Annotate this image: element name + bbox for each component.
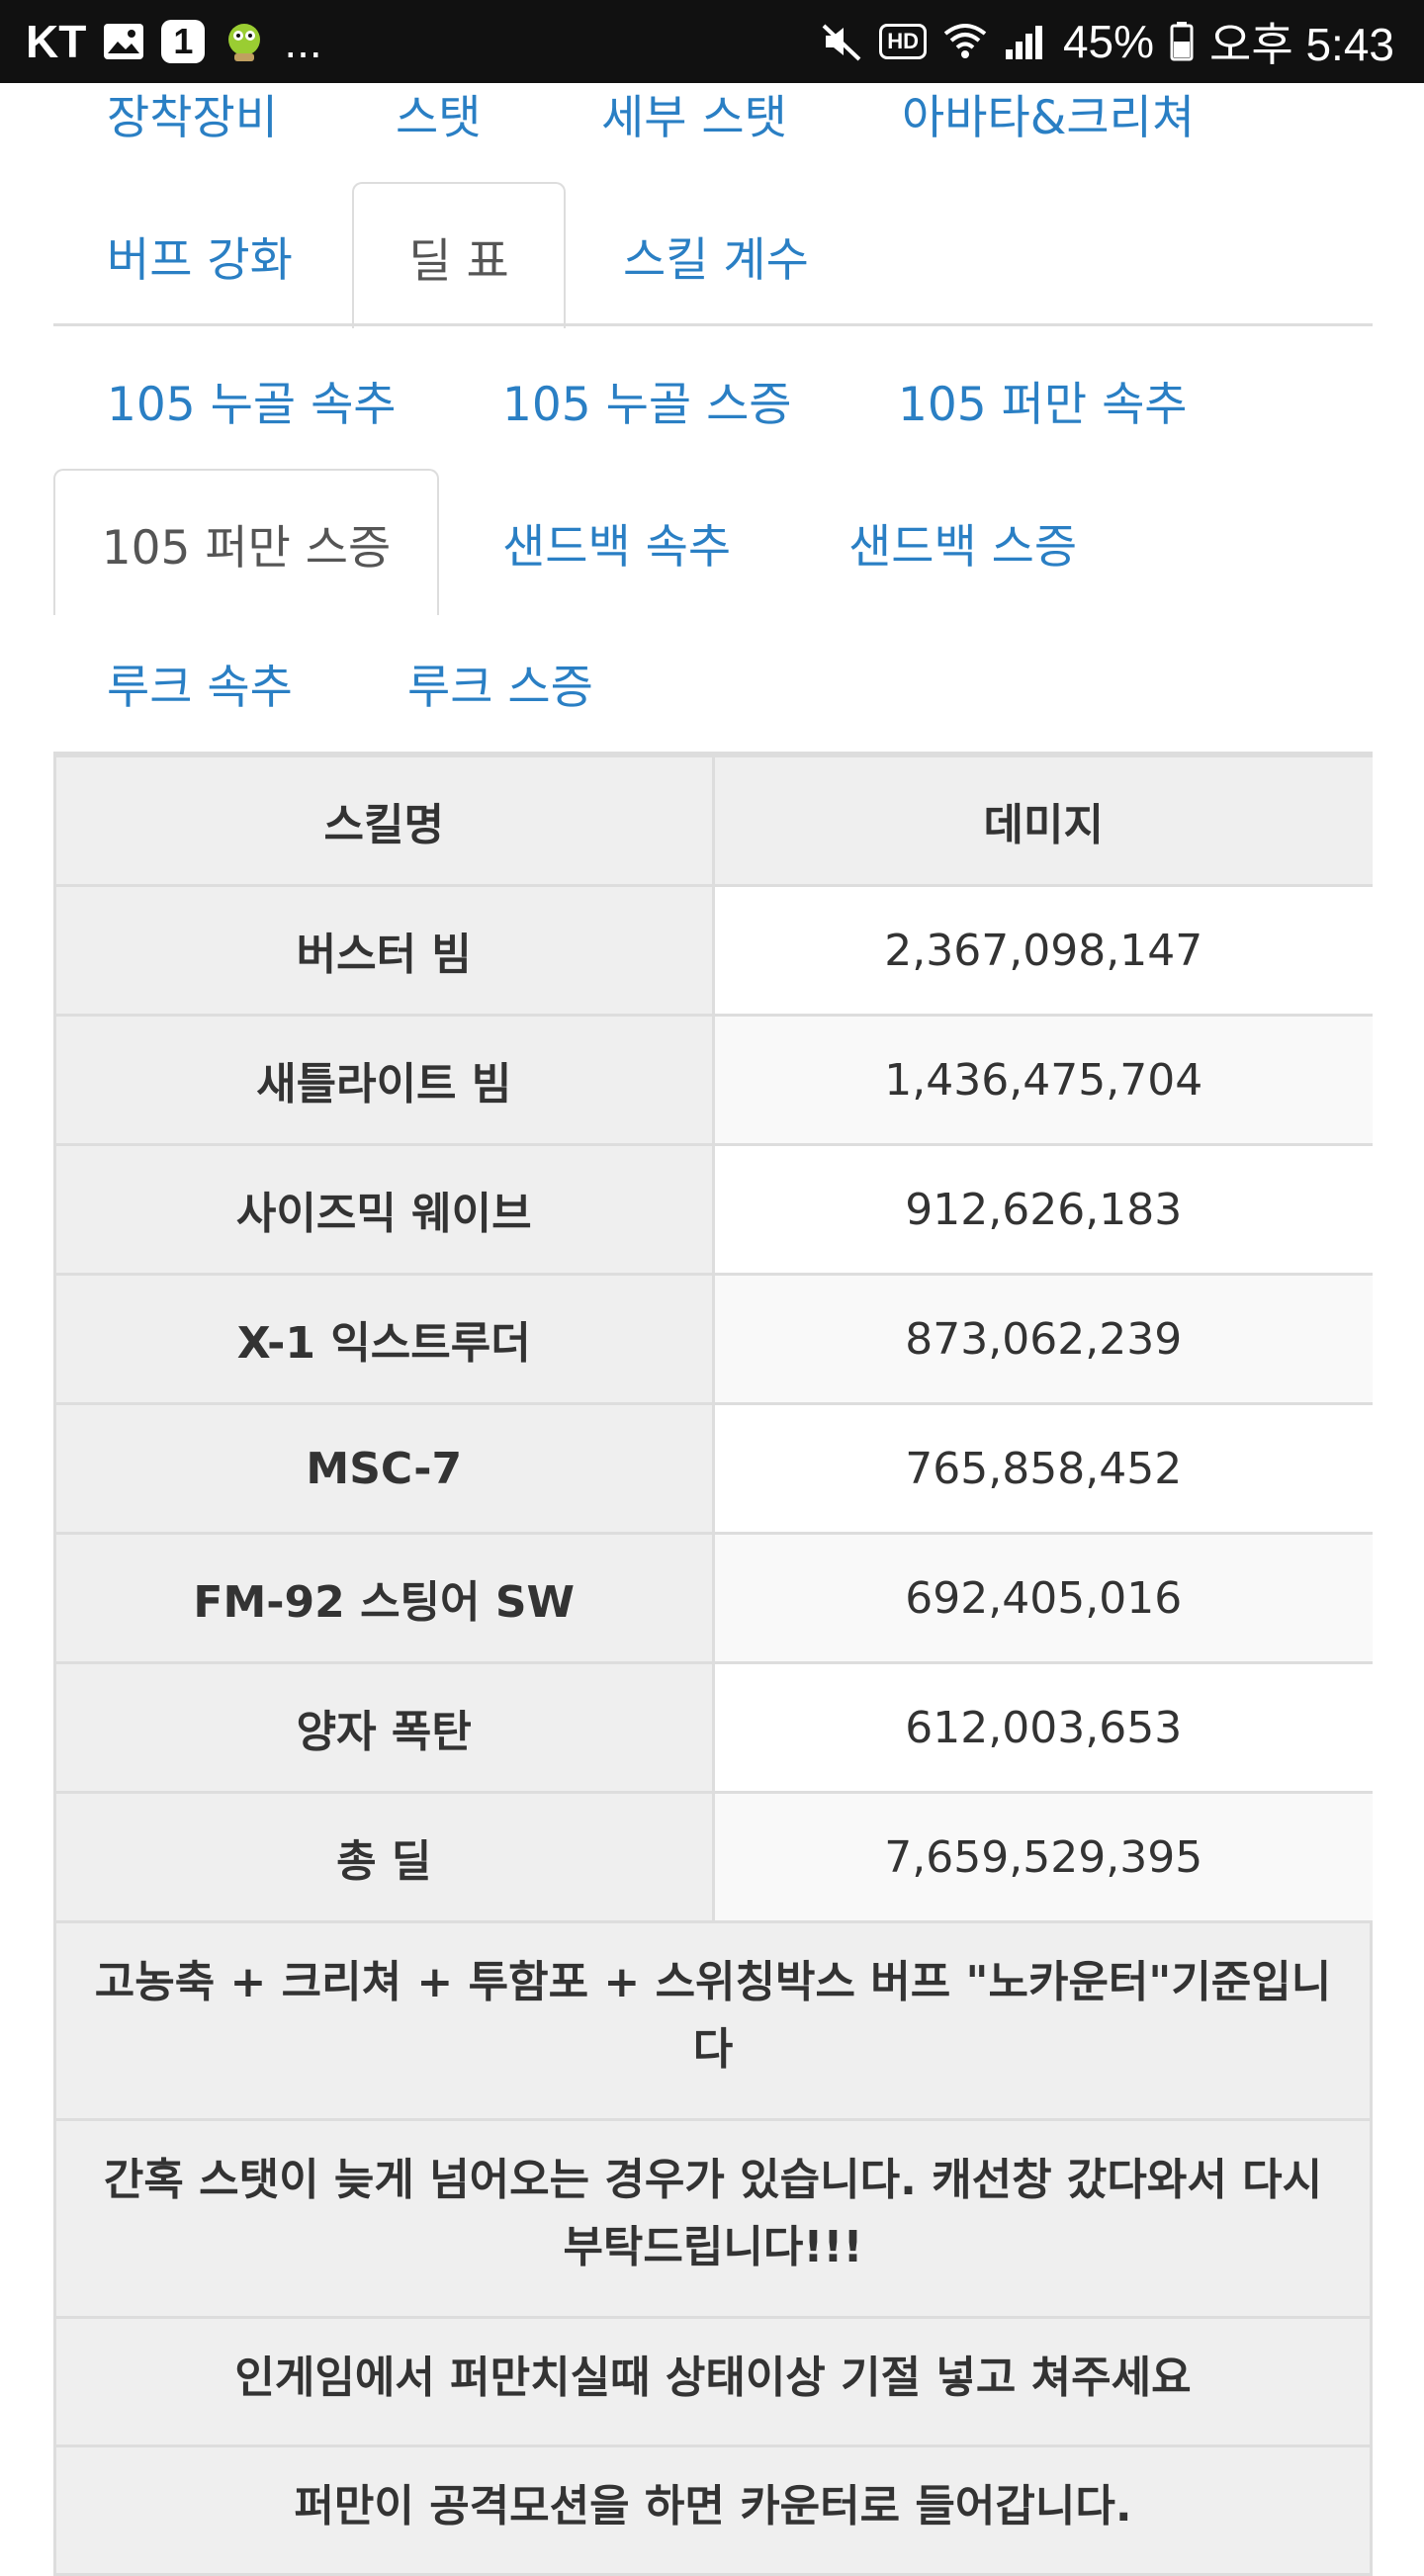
hd-voice-icon: HD xyxy=(879,24,927,59)
more-notifications-label: ... xyxy=(284,16,322,67)
damage-cell: 612,003,653 xyxy=(714,1664,1373,1791)
skill-name-cell: 버스터 빔 xyxy=(53,887,715,1014)
table-row: X-1 익스트루더 873,062,239 xyxy=(53,1276,1373,1405)
subtab-rook-skill[interactable]: 루크 스증 xyxy=(407,661,593,715)
notification-badge: 1 xyxy=(161,20,206,63)
tab-avatar-creature[interactable]: 아바타&크리쳐 xyxy=(902,91,1196,145)
carrier-label: KT xyxy=(26,16,87,67)
app-notification-icon xyxy=(221,18,268,65)
wifi-icon xyxy=(942,22,988,61)
subtab-105-perman-skill[interactable]: 105 퍼만 스증 xyxy=(53,469,439,615)
battery-percent: 45% xyxy=(1062,16,1155,67)
subtab-105-nugol-speed[interactable]: 105 누골 속추 xyxy=(107,378,397,432)
damage-cell: 1,436,475,704 xyxy=(714,1017,1373,1143)
subtab-105-nugol-skill[interactable]: 105 누골 스증 xyxy=(502,378,792,432)
subtab-sandbag-skill[interactable]: 샌드백 스증 xyxy=(848,520,1078,575)
table-row: FM-92 스팅어 SW 692,405,016 xyxy=(53,1535,1373,1664)
tab-stats[interactable]: 스탯 xyxy=(396,91,482,145)
mute-icon xyxy=(820,20,863,63)
tab-skill-coefficient[interactable]: 스킬 계수 xyxy=(623,233,809,288)
tab-buff-enhance[interactable]: 버프 강화 xyxy=(107,233,293,288)
battery-icon xyxy=(1170,22,1194,61)
total-label-cell: 총 딜 xyxy=(53,1794,715,1920)
signal-icon xyxy=(1004,22,1047,61)
total-damage-cell: 7,659,529,395 xyxy=(714,1794,1373,1920)
skill-name-cell: X-1 익스트루더 xyxy=(53,1276,715,1402)
note-stun-instruction: 인게임에서 퍼만치실때 상태이상 기절 넣고 쳐주세요 xyxy=(53,2319,1373,2447)
damage-cell: 873,062,239 xyxy=(714,1276,1373,1402)
damage-cell: 765,858,452 xyxy=(714,1405,1373,1532)
table-header-row: 스킬명 데미지 xyxy=(53,757,1373,887)
table-row: MSC-7 765,858,452 xyxy=(53,1405,1373,1535)
skill-name-cell: 새틀라이트 빔 xyxy=(53,1017,715,1143)
tab-detail-stats[interactable]: 세부 스탯 xyxy=(601,91,787,145)
subtab-105-perman-speed[interactable]: 105 퍼만 속추 xyxy=(898,378,1188,432)
status-bar: KT 1 ... HD 45% 오후 5:43 xyxy=(0,0,1424,83)
damage-cell: 2,367,098,147 xyxy=(714,887,1373,1014)
note-counter-info: 퍼만이 공격모션을 하면 카운터로 들어갑니다. xyxy=(53,2447,1373,2576)
table-row: 사이즈믹 웨이브 912,626,183 xyxy=(53,1146,1373,1276)
header-damage: 데미지 xyxy=(714,757,1373,884)
damage-cell: 912,626,183 xyxy=(714,1146,1373,1273)
tab-divider xyxy=(53,323,1373,326)
damage-cell: 692,405,016 xyxy=(714,1535,1373,1661)
damage-table: 스킬명 데미지 버스터 빔 2,367,098,147 새틀라이트 빔 1,43… xyxy=(53,752,1373,2576)
table-row: 버스터 빔 2,367,098,147 xyxy=(53,887,1373,1017)
gallery-icon xyxy=(102,22,145,61)
skill-name-cell: 양자 폭탄 xyxy=(53,1664,715,1791)
subtab-rook-speed[interactable]: 루크 속추 xyxy=(107,661,293,715)
clock: 오후 5:43 xyxy=(1209,19,1394,70)
note-buff-condition: 고농축 + 크리쳐 + 투함포 + 스위칭박스 버프 "노카운터"기준입니다 xyxy=(53,1923,1373,2121)
table-row: 새틀라이트 빔 1,436,475,704 xyxy=(53,1017,1373,1146)
tab-equipment[interactable]: 장착장비 xyxy=(107,91,278,145)
skill-name-cell: FM-92 스팅어 SW xyxy=(53,1535,715,1661)
header-skill-name: 스킬명 xyxy=(53,757,715,884)
table-row: 양자 폭탄 612,003,653 xyxy=(53,1664,1373,1794)
note-stat-delay: 간혹 스탯이 늦게 넘어오는 경우가 있습니다. 캐선창 갔다와서 다시 부탁드… xyxy=(53,2121,1373,2319)
table-row-total: 총 딜 7,659,529,395 xyxy=(53,1794,1373,1923)
skill-name-cell: MSC-7 xyxy=(53,1405,715,1532)
skill-name-cell: 사이즈믹 웨이브 xyxy=(53,1146,715,1273)
tab-damage-table[interactable]: 딜 표 xyxy=(352,182,566,328)
subtab-sandbag-speed[interactable]: 샌드백 속추 xyxy=(502,520,732,575)
